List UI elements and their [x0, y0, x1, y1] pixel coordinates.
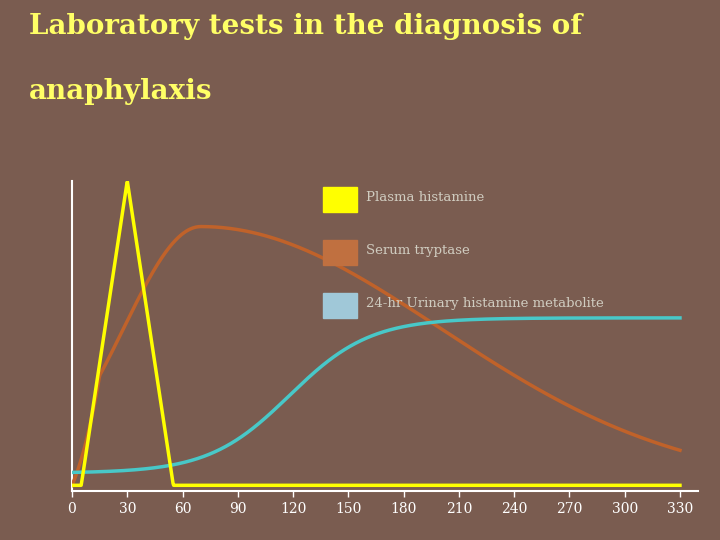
Text: anaphylaxis: anaphylaxis [29, 78, 212, 105]
Bar [323, 293, 357, 318]
Text: Laboratory tests in the diagnosis of: Laboratory tests in the diagnosis of [29, 13, 582, 40]
Text: Plasma histamine: Plasma histamine [366, 192, 485, 205]
Text: 24-hr Urinary histamine metabolite: 24-hr Urinary histamine metabolite [366, 297, 604, 310]
Bar [323, 187, 357, 212]
Bar [323, 240, 357, 265]
Text: Serum tryptase: Serum tryptase [366, 244, 470, 257]
